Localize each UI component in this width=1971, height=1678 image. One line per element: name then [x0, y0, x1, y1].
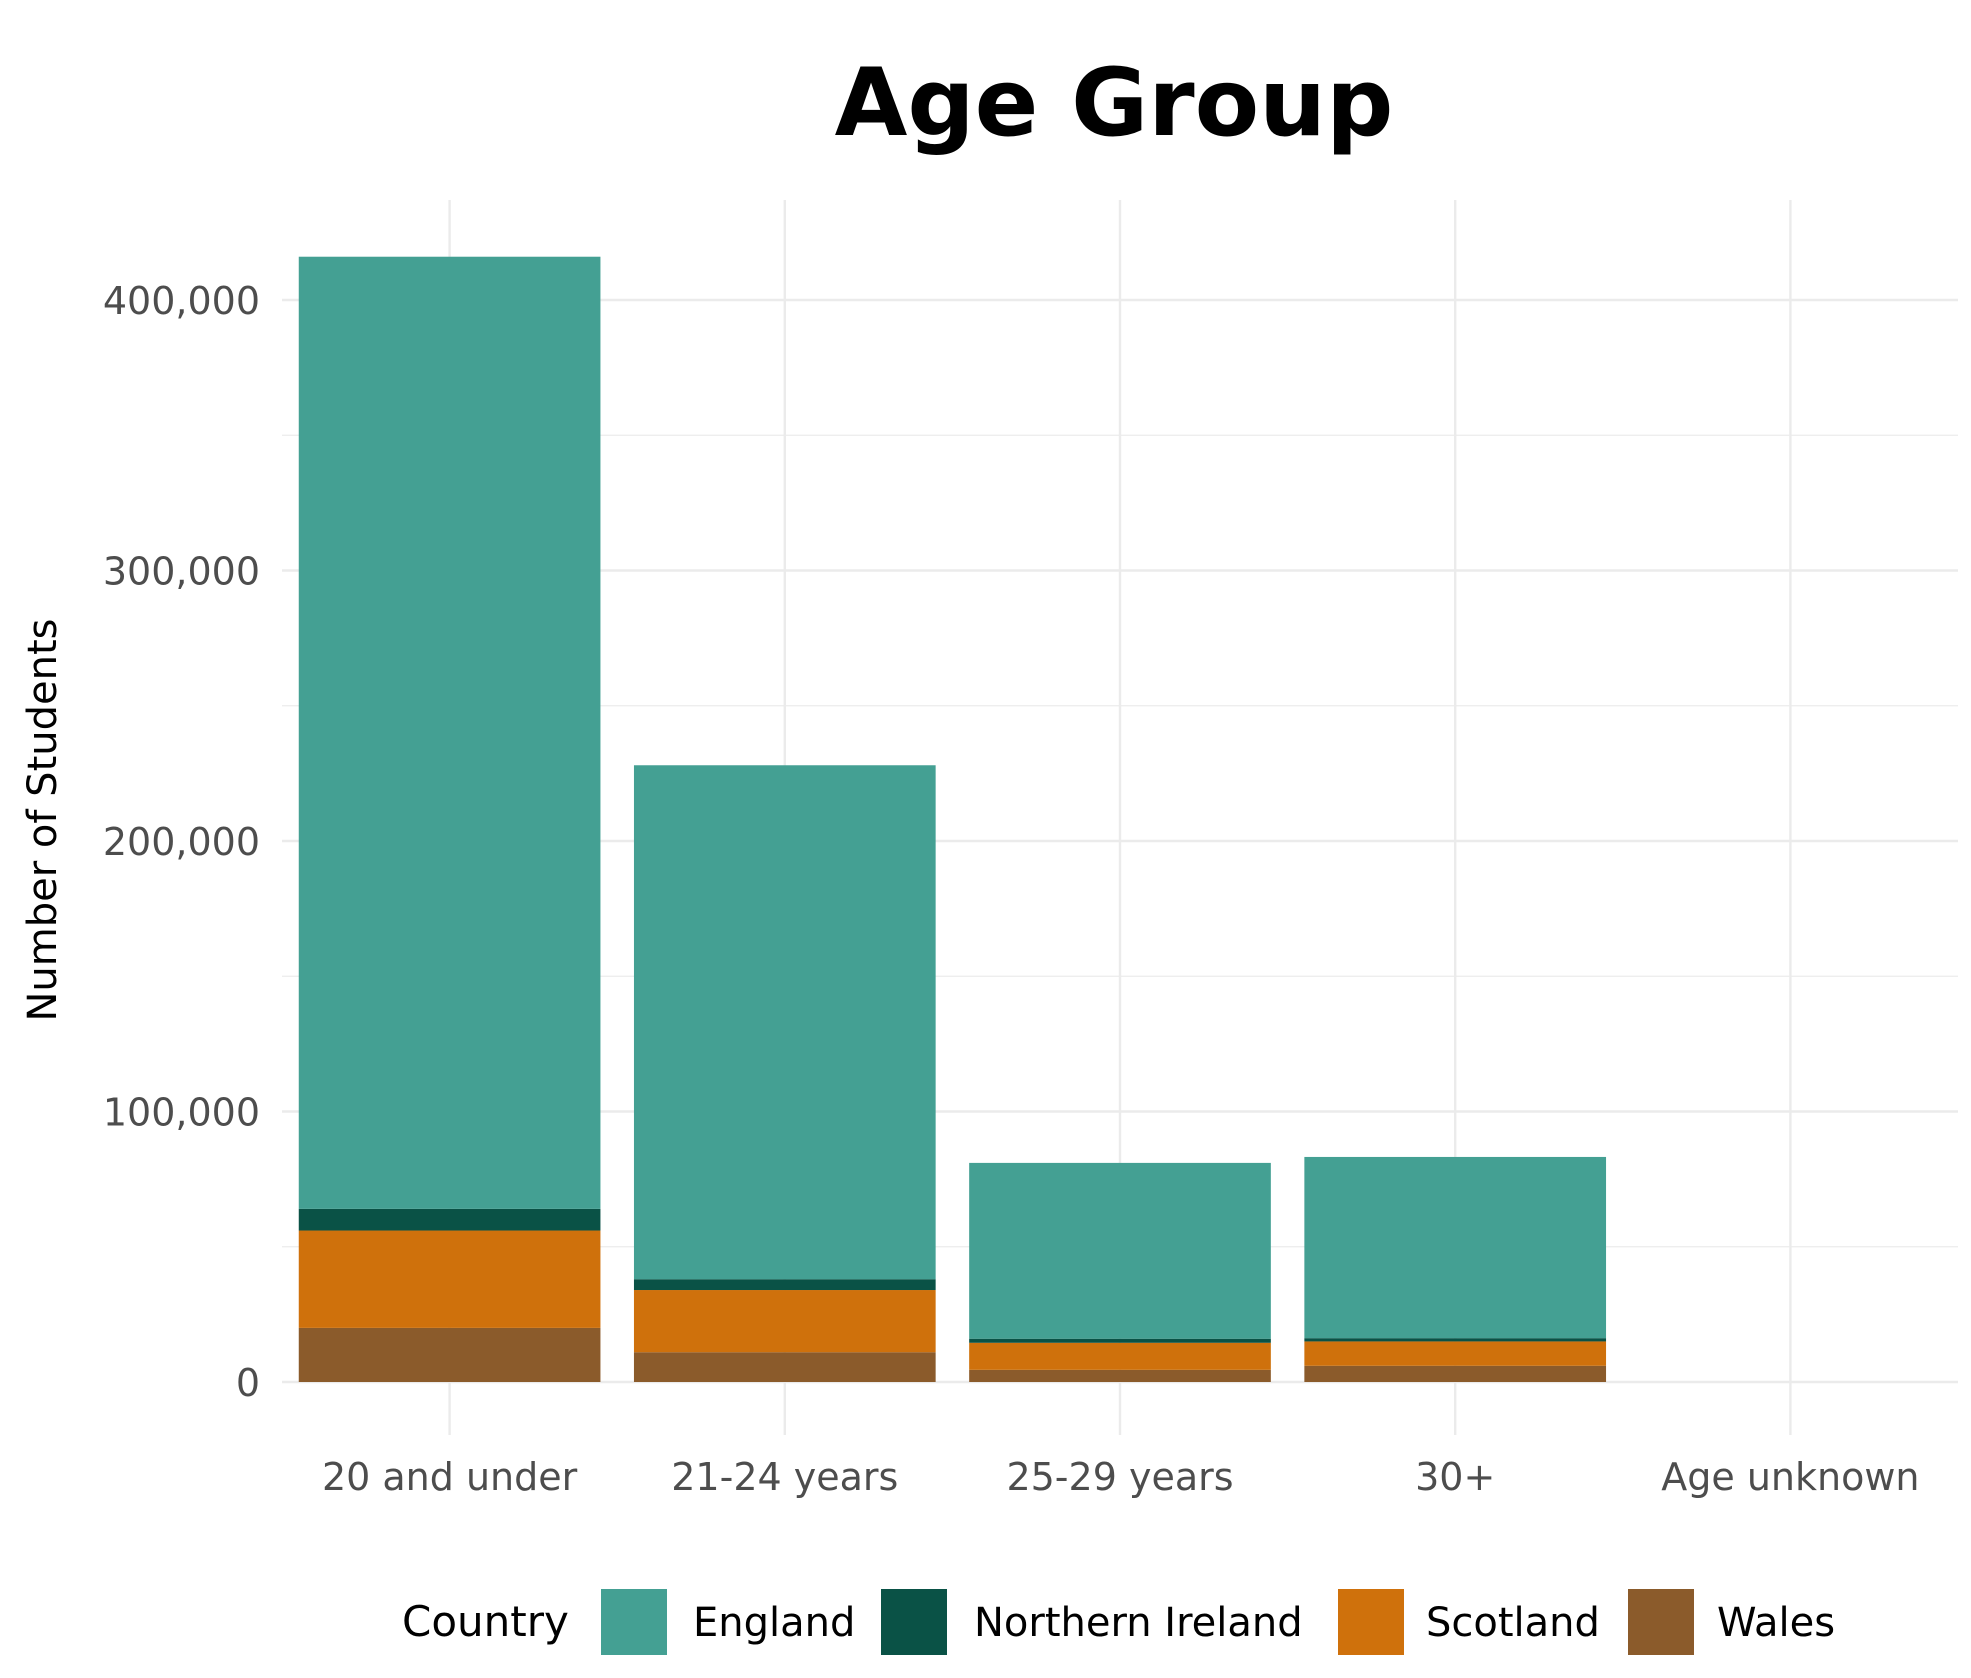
legend-key-scotland	[1338, 1589, 1404, 1655]
legend-key-england	[601, 1589, 667, 1655]
bar-segment-england	[633, 765, 936, 1280]
x-tick-label: 30+	[1415, 1455, 1495, 1499]
bar-segment-scotland	[633, 1290, 936, 1353]
bar-segment-wales	[1304, 1365, 1607, 1382]
legend-label: England	[693, 1600, 855, 1646]
bar-segment-scotland	[1304, 1341, 1607, 1366]
bar-segment-northern-ireland	[1304, 1338, 1607, 1342]
bar-segment-england	[1304, 1156, 1607, 1339]
y-tick-label: 400,000	[103, 279, 260, 323]
legend-label: Wales	[1717, 1600, 1835, 1646]
x-tick-label: Age unknown	[1661, 1455, 1919, 1499]
y-tick-label: 0	[236, 1361, 260, 1405]
x-tick-label: 20 and under	[322, 1455, 578, 1499]
legend-key-northern-ireland	[881, 1589, 947, 1655]
chart-title: Age Group	[835, 49, 1394, 158]
x-tick-label: 25-29 years	[1006, 1455, 1233, 1499]
legend-label: Scotland	[1426, 1600, 1600, 1646]
bars	[298, 256, 1607, 1382]
bar-segment-england	[969, 1162, 1271, 1339]
bar-segment-northern-ireland	[298, 1208, 601, 1231]
legend-key-wales	[1628, 1589, 1694, 1655]
bar-segment-scotland	[298, 1230, 601, 1328]
bar-segment-wales	[969, 1369, 1271, 1382]
bar-segment-scotland	[969, 1342, 1271, 1370]
x-tick-label: 21-24 years	[671, 1455, 898, 1499]
legend-label: Northern Ireland	[974, 1600, 1303, 1646]
y-tick-label: 300,000	[103, 550, 260, 594]
legend: Country England Northern Ireland Scotland Wa…	[402, 1589, 1835, 1655]
bar-segment-northern-ireland	[969, 1338, 1271, 1343]
y-tick-label: 200,000	[103, 820, 260, 864]
x-axis-ticks: 20 and under 21-24 years 25-29 years 30+ Age…	[322, 1455, 1920, 1499]
legend-title: Country	[402, 1597, 569, 1646]
bar-segment-wales	[298, 1327, 601, 1382]
bar-segment-england	[298, 256, 601, 1209]
y-tick-label: 100,000	[103, 1091, 260, 1135]
y-axis-ticks: 0 100,000 200,000 300,000 400,000	[103, 279, 260, 1405]
bar-segment-wales	[633, 1352, 936, 1382]
y-axis-title: Number of Students	[20, 619, 66, 1022]
bar-segment-northern-ireland	[633, 1279, 936, 1291]
